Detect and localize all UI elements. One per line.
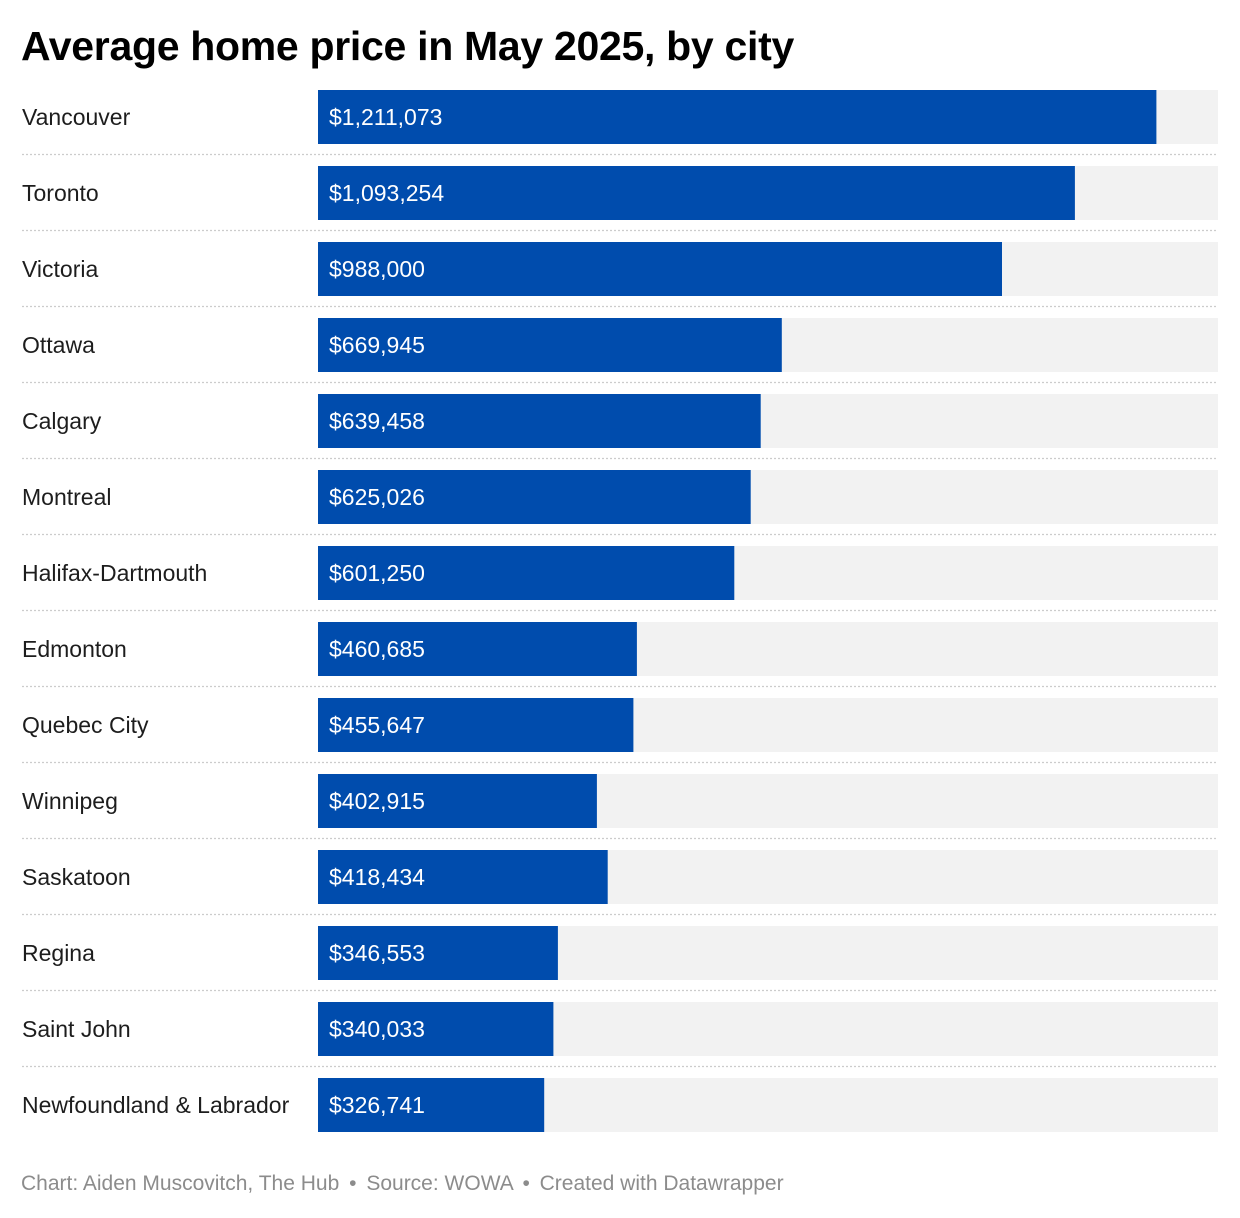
bar (318, 698, 634, 752)
category-label: Halifax-Dartmouth (22, 560, 207, 586)
value-label: $340,033 (329, 1016, 425, 1042)
bar (318, 774, 597, 828)
bar (318, 1078, 545, 1132)
category-label: Newfoundland & Labrador (22, 1092, 290, 1118)
category-label: Victoria (22, 256, 98, 282)
value-label: $455,647 (329, 712, 425, 738)
value-label: $669,945 (329, 332, 425, 358)
category-label: Quebec City (22, 712, 149, 738)
value-label: $326,741 (329, 1092, 425, 1118)
value-label: $460,685 (329, 636, 425, 662)
category-label: Ottawa (22, 332, 95, 358)
value-label: $418,434 (329, 864, 425, 890)
bar (318, 90, 1157, 144)
bar (318, 394, 761, 448)
bar (318, 546, 735, 600)
chart-title: Average home price in May 2025, by city (21, 23, 794, 69)
category-label: Saskatoon (22, 864, 131, 890)
category-label: Winnipeg (22, 788, 118, 814)
category-label: Regina (22, 940, 95, 966)
value-label: $601,250 (329, 560, 425, 586)
bar (318, 318, 782, 372)
category-label: Montreal (22, 484, 111, 510)
category-label: Calgary (22, 408, 102, 434)
category-label: Vancouver (22, 104, 131, 130)
value-label: $1,211,073 (329, 104, 442, 130)
footer-separator: • (349, 1172, 357, 1195)
bar (318, 242, 1002, 296)
category-label: Edmonton (22, 636, 127, 662)
bar (318, 1002, 554, 1056)
bar (318, 470, 751, 524)
value-label: $988,000 (329, 256, 425, 282)
chart-footer: Chart: Aiden Muscovitch, The Hub • Sourc… (21, 1170, 784, 1198)
category-label: Toronto (22, 180, 99, 206)
footer-source: Source: WOWA (366, 1172, 513, 1195)
value-label: $402,915 (329, 788, 425, 814)
bar (318, 926, 558, 980)
bar (318, 850, 608, 904)
value-label: $346,553 (329, 940, 425, 966)
value-label: $639,458 (329, 408, 425, 434)
footer-chart-credit: Chart: Aiden Muscovitch, The Hub (21, 1172, 340, 1195)
bar (318, 622, 637, 676)
value-label: $1,093,254 (329, 180, 444, 206)
bar (318, 166, 1075, 220)
category-label: Saint John (22, 1016, 131, 1042)
value-label: $625,026 (329, 484, 425, 510)
footer-separator: • (522, 1172, 530, 1195)
footer-tool-credit: Created with Datawrapper (539, 1172, 784, 1195)
